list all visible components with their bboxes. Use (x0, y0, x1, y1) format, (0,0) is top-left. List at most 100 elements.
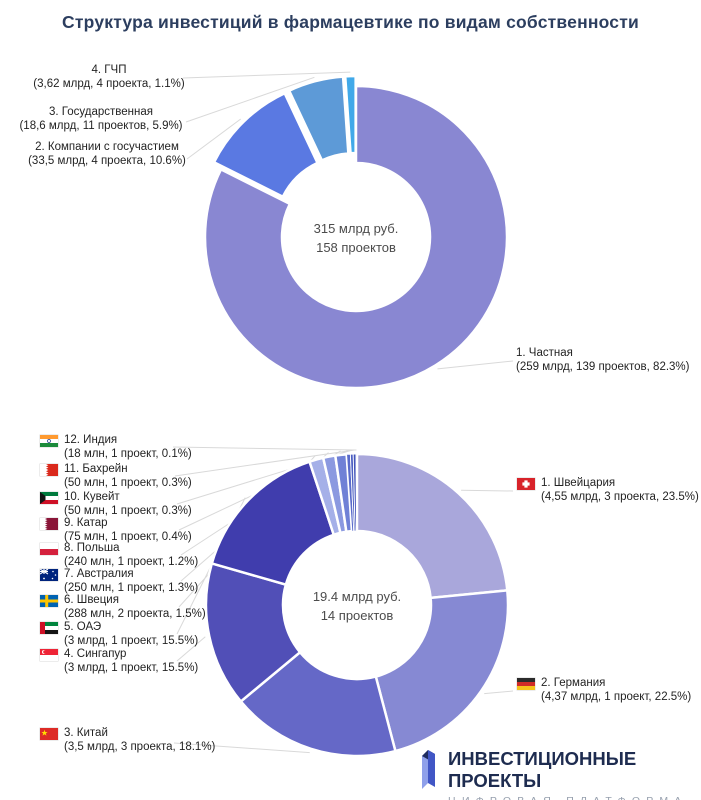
flag-uae-icon (40, 622, 58, 634)
flag-switzerland-icon (517, 478, 535, 490)
segment-detail: (4,37 млрд, 1 проект, 22.5%) (541, 690, 692, 703)
segment-detail: (240 млн, 1 проект, 1.2%) (64, 555, 199, 568)
segment-label-country-11: 11. Бахрейн (50 млн, 1 проект, 0.3%) (40, 463, 192, 490)
segment-name: 4. Сингапур (64, 648, 127, 660)
donut-segment-ownership-2 (212, 91, 320, 199)
leader-line-country-2 (484, 690, 514, 695)
leader-line-country-3 (173, 742, 310, 754)
donut-segment-ownership-4 (343, 74, 357, 155)
segment-label-text: 10. Кувейт (50 млн, 1 проект, 0.3%) (64, 491, 192, 518)
segment-label-text: 1. Частная (259 млрд, 139 проектов, 82.3%… (516, 347, 690, 374)
segment-detail: (3 млрд, 1 проект, 15.5%) (64, 634, 199, 647)
flag-india-icon (40, 435, 58, 447)
segment-label-text: 2. Германия (4,37 млрд, 1 проект, 22.5%) (541, 677, 691, 704)
segment-detail: (250 млн, 1 проект, 1.3%) (64, 581, 199, 594)
segment-label-text: 9. Катар (75 млн, 1 проект, 0.4%) (64, 517, 192, 544)
segment-label-country-12: 12. Индия (18 млн, 1 проект, 0.1%) (40, 434, 192, 461)
segment-label-text: 6. Швеция (288 млн, 2 проекта, 1.5%) (64, 594, 206, 621)
brand-subtitle: ЦИФРОВАЯ ПЛАТФОРМА (448, 795, 701, 800)
segment-detail: (18,6 млрд, 11 проектов, 5.9%) (19, 119, 183, 132)
leader-line-country-1 (461, 489, 514, 492)
segment-label-ownership-2: 2. Компании с госучастием (33,5 млрд, 4 п… (28, 141, 186, 168)
flag-bahrain-icon (40, 464, 58, 476)
flag-australia-icon (39, 568, 58, 581)
leader-line-ownership-1 (437, 360, 514, 370)
segment-name: 1. Швейцария (541, 477, 616, 489)
segment-label-text: 1. Швейцария (4,55 млрд, 3 проекта, 23.5%… (541, 477, 699, 504)
chart2-total-amount: 19.4 млрд руб. (312, 589, 402, 604)
segment-name: 12. Индия (64, 434, 118, 446)
segment-name: 2. Германия (541, 677, 606, 689)
segment-label-country-7: 7. Австралия (250 млн, 1 проект, 1.3%) (39, 568, 198, 595)
chart2-total-projects: 14 проектов (320, 608, 394, 623)
segment-label-text: 7. Австралия (250 млн, 1 проект, 1.3%) (64, 568, 198, 595)
segment-label-country-1: 1. Швейцария (4,55 млрд, 3 проекта, 23.5%… (517, 477, 699, 504)
leader-line-country-4 (176, 636, 206, 662)
segment-name: 6. Швеция (64, 594, 119, 606)
flag-china-icon (40, 728, 58, 740)
segment-label-country-4: 4. Сингапур (3 млрд, 1 проект, 15.5%) (40, 648, 198, 675)
segment-detail: (50 млн, 1 проект, 0.3%) (64, 476, 192, 489)
segment-name: 3. Государственная (49, 106, 153, 118)
segment-label-country-2: 2. Германия (4,37 млрд, 1 проект, 22.5%) (517, 677, 691, 704)
segment-name: 5. ОАЭ (64, 621, 102, 633)
flag-sweden-icon (40, 595, 58, 607)
segment-detail: (3 млрд, 1 проект, 15.5%) (64, 661, 199, 674)
segment-label-country-10: 10. Кувейт (50 млн, 1 проект, 0.3%) (40, 491, 192, 518)
chart1-total-projects: 158 проектов (316, 240, 396, 255)
segment-label-text: 2. Компании с госучастием (33,5 млрд, 4 п… (28, 141, 186, 168)
donut-segment-ownership-1 (203, 84, 509, 390)
segment-label-country-6: 6. Швеция (288 млн, 2 проекта, 1.5%) (40, 594, 206, 621)
chart1-center-label: 315 млрд руб. 158 проектов (256, 219, 456, 257)
brand-text: ИНВЕСТИЦИОННЫЕ ПРОЕКТЫ ЦИФРОВАЯ ПЛАТФОРМ… (448, 748, 701, 800)
page-title: Структура инвестиций в фармацевтике по в… (62, 12, 639, 32)
segment-name: 7. Австралия (64, 568, 134, 580)
segment-label-text: 5. ОАЭ (3 млрд, 1 проект, 15.5%) (64, 621, 198, 648)
brand-logo: ИНВЕСТИЦИОННЫЕ ПРОЕКТЫ ЦИФРОВАЯ ПЛАТФОРМ… (419, 748, 701, 800)
segment-name: 3. Китай (64, 727, 108, 739)
leader-line-ownership-3 (185, 76, 315, 123)
donut-segment-country-12 (355, 453, 358, 532)
segment-label-text: 3. Государственная (18,6 млрд, 11 проекто… (19, 106, 182, 133)
leader-line-ownership-4 (182, 71, 351, 79)
segment-detail: (4,55 млрд, 3 проекта, 23.5%) (541, 490, 699, 503)
segment-name: 4. ГЧП (91, 64, 127, 76)
leader-line-ownership-2 (186, 118, 241, 160)
segment-label-ownership-4: 4. ГЧП (3,62 млрд, 4 проекта, 1.1%) (33, 64, 184, 91)
segment-label-country-5: 5. ОАЭ (3 млрд, 1 проект, 15.5%) (40, 621, 198, 648)
leader-line-country-11 (174, 449, 355, 477)
segment-name: 1. Частная (516, 347, 573, 359)
segment-name: 11. Бахрейн (64, 463, 128, 475)
segment-label-text: 8. Польша (240 млн, 1 проект, 1.2%) (64, 542, 198, 569)
donut-segment-country-2 (374, 588, 510, 753)
segment-detail: (33,5 млрд, 4 проекта, 10.6%) (28, 154, 186, 167)
segment-label-country-9: 9. Катар (75 млн, 1 проект, 0.4%) (40, 517, 192, 544)
segment-label-text: 3. Китай (3,5 млрд, 3 проекта, 18.1%) (64, 727, 215, 754)
flag-singapore-icon (40, 649, 58, 661)
flag-kuwait-icon (40, 492, 58, 504)
segment-detail: (3,5 млрд, 3 проекта, 18.1%) (64, 740, 216, 753)
panel-3d-icon (419, 748, 439, 796)
flag-qatar-icon (40, 518, 58, 530)
donut-segment-country-3 (239, 650, 397, 758)
segment-detail: (75 млн, 1 проект, 0.4%) (64, 530, 192, 543)
segment-detail: (18 млн, 1 проект, 0.1%) (64, 447, 192, 460)
segment-detail: (288 млн, 2 проекта, 1.5%) (64, 607, 206, 620)
segment-name: 10. Кувейт (64, 491, 120, 503)
donut-segment-country-1 (355, 452, 509, 600)
chart1-total-amount: 315 млрд руб. (313, 221, 399, 236)
chart2-center-label: 19.4 млрд руб. 14 проектов (257, 587, 457, 625)
segment-detail: (50 млн, 1 проект, 0.3%) (64, 504, 192, 517)
segment-name: 9. Катар (64, 517, 108, 529)
segment-label-text: 4. ГЧП (3,62 млрд, 4 проекта, 1.1%) (33, 64, 184, 91)
segment-detail: (259 млрд, 139 проектов, 82.3%) (516, 360, 690, 373)
segment-label-text: 11. Бахрейн (50 млн, 1 проект, 0.3%) (64, 463, 192, 490)
segment-label-text: 4. Сингапур (3 млрд, 1 проект, 15.5%) (64, 648, 198, 675)
donut-segment-ownership-3 (287, 75, 350, 163)
brand-name: ИНВЕСТИЦИОННЫЕ ПРОЕКТЫ (448, 748, 637, 791)
segment-detail: (3,62 млрд, 4 проекта, 1.1%) (33, 77, 185, 90)
leader-line-country-12 (172, 446, 357, 451)
flag-poland-icon (40, 543, 58, 555)
